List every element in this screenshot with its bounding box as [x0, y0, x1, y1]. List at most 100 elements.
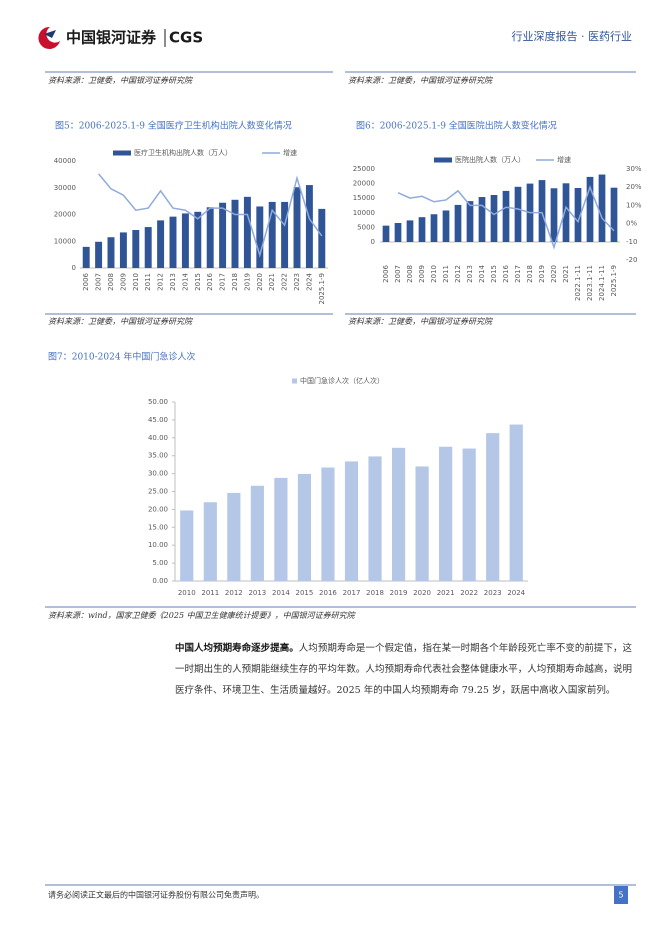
- x-tick-label: 2017: [514, 265, 522, 283]
- line: [397, 185, 615, 250]
- y-tick-label: 25000: [353, 165, 375, 173]
- x-tick-label: 2019: [243, 273, 251, 291]
- bar: [95, 241, 103, 268]
- bar: [490, 194, 498, 242]
- x-tick-label: 2015: [490, 265, 498, 283]
- figure-title: 图6：2006-2025.1-9 全国医院出院人数变化情况: [356, 120, 557, 132]
- bar: [256, 206, 264, 268]
- y-tick-label: 40000: [54, 157, 76, 165]
- bar: [442, 210, 450, 242]
- x-tick-label: 2008: [406, 265, 414, 283]
- page-number: 5: [618, 891, 623, 900]
- logo-icon: [38, 26, 60, 49]
- source-note: 资料来源：wind，国家卫健委《2025 中国卫生健康统计提要》，中国银河证券研…: [48, 611, 357, 620]
- x-tick-label: 2018: [231, 273, 239, 291]
- legend-label: 医院出院人数（万人）: [455, 155, 525, 164]
- bar: [203, 502, 217, 581]
- y-tick-label: 40.00: [148, 434, 168, 442]
- y2-tick-label: 30%: [626, 165, 642, 173]
- y2-tick-label: 10%: [626, 201, 642, 209]
- x-tick-label: 2010: [178, 589, 196, 597]
- logo-icon-accent: [44, 30, 56, 38]
- x-tick-label: 2021: [268, 273, 276, 291]
- bar: [321, 467, 335, 581]
- x-tick-label: 2012: [454, 265, 462, 283]
- bar: [574, 187, 582, 242]
- source-note: 资料来源：卫健委，中国银河证券研究院: [348, 317, 494, 326]
- x-tick-label: 2016: [319, 589, 337, 597]
- bar: [250, 485, 264, 581]
- bar: [538, 180, 546, 242]
- x-tick-label: 2014: [181, 272, 189, 290]
- paragraph-body: 人均预期寿命是一个假定值，指在某一时期各个年龄段死亡率不变的前提下，这一时期出生…: [175, 643, 632, 696]
- x-tick-label: 2007: [95, 273, 103, 291]
- x-tick-label: 2023: [293, 273, 301, 291]
- x-tick-label: 2020: [413, 589, 431, 597]
- y-tick-label: 20.00: [148, 505, 168, 513]
- bar: [550, 188, 558, 242]
- bar: [180, 510, 194, 581]
- bar: [293, 187, 301, 268]
- x-tick-label: 2017: [219, 273, 227, 291]
- x-tick-label: 2010: [430, 265, 438, 283]
- x-tick-label: 2018: [526, 265, 534, 283]
- bar: [598, 174, 606, 242]
- x-tick-label: 2009: [119, 273, 127, 291]
- x-tick-label: 2017: [343, 589, 361, 597]
- x-tick-label: 2024.1-11: [598, 265, 606, 301]
- bar: [454, 204, 462, 242]
- x-tick-label: 2020: [550, 265, 558, 283]
- y-tick-label: 5000: [357, 223, 375, 231]
- x-tick-label: 2012: [225, 589, 243, 597]
- x-tick-label: 2013: [169, 273, 177, 291]
- y-tick-label: 25.00: [148, 488, 168, 496]
- bar: [305, 185, 313, 268]
- x-tick-label: 2011: [144, 273, 152, 291]
- x-tick-label: 2016: [206, 272, 214, 290]
- x-tick-label: 2025.1-9: [610, 265, 618, 296]
- bar: [439, 446, 453, 581]
- y-tick-label: 30.00: [148, 470, 168, 478]
- x-tick-label: 2022: [460, 589, 478, 597]
- bar: [318, 208, 326, 268]
- y-tick-label: 15000: [353, 194, 375, 202]
- x-tick-label: 2025.1-9: [318, 273, 326, 304]
- bar: [406, 220, 414, 242]
- bar: [418, 217, 426, 242]
- bar: [466, 201, 474, 242]
- x-tick-label: 2010: [132, 273, 140, 291]
- x-tick-label: 2013: [248, 589, 266, 597]
- bar: [297, 473, 312, 581]
- figure-title: 图7：2010-2024 年中国门急诊人次: [48, 351, 195, 363]
- disclaimer: 请务必阅读正文最后的中国银河证券股份有限公司免责声明。: [48, 890, 264, 900]
- x-tick-label: 2008: [107, 273, 115, 291]
- legend-label: 增速: [283, 148, 297, 157]
- x-tick-label: 2011: [201, 589, 219, 597]
- x-tick-label: 2023.1-11: [586, 265, 594, 301]
- bar: [268, 201, 276, 268]
- y-tick-label: 0: [72, 264, 76, 272]
- line: [98, 173, 323, 258]
- y-tick-label: 20000: [353, 180, 375, 188]
- legend-swatch: [434, 157, 452, 163]
- bar: [562, 183, 570, 242]
- x-tick-label: 2009: [418, 265, 426, 283]
- bar: [368, 456, 382, 581]
- x-tick-label: 2024: [305, 272, 313, 290]
- x-tick-label: 2023: [484, 589, 502, 597]
- y-tick-label: 20000: [54, 211, 76, 219]
- legend-swatch: [292, 378, 297, 384]
- bar: [394, 223, 402, 242]
- bar: [430, 214, 438, 242]
- bar: [274, 477, 288, 581]
- figure-title: 图5：2006-2025.1-9 全国医疗卫生机构出院人数变化情况: [55, 120, 292, 132]
- bar: [415, 466, 429, 581]
- x-tick-label: 2024: [507, 589, 525, 597]
- legend-swatch: [113, 150, 131, 156]
- bar: [514, 186, 522, 242]
- x-tick-label: 2006: [82, 272, 90, 290]
- bar: [227, 492, 241, 581]
- bar: [243, 196, 251, 268]
- x-tick-label: 2016: [502, 264, 510, 282]
